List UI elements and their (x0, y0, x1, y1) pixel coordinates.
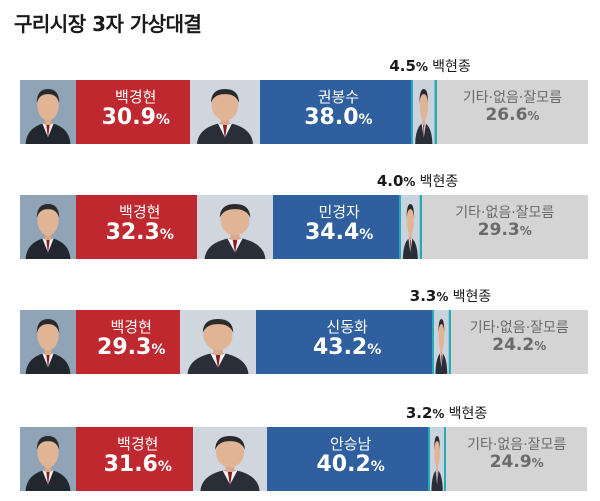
percent-sign: % (367, 341, 382, 358)
segment-label: 백경현 32.3% (76, 204, 203, 245)
segment-label: 백경현 31.6% (76, 436, 199, 477)
segment-annotation: 3.3% 백현종 (410, 286, 491, 306)
annotation-name: 백현종 (448, 406, 488, 422)
bar-row: 백경현 30.9% 권봉수 38.0% 기타·없음·잘모름 26.6% (20, 80, 588, 144)
category-name: 기타·없음·잘모름 (467, 437, 567, 453)
bar-row: 백경현 29.3% 신동화 43.2% 기타·없음·잘모름 24.2% (20, 310, 588, 374)
percent-sign: % (370, 458, 385, 475)
candidate-photo (20, 195, 76, 259)
candidate-photo (433, 310, 449, 374)
candidate-value: 38.0% (304, 104, 373, 130)
candidate-photo (189, 80, 260, 144)
percent-sign: % (403, 175, 420, 189)
percent-sign: % (534, 339, 547, 354)
annotation-name: 백현종 (419, 174, 459, 190)
category-name: 기타·없음·잘모름 (462, 90, 562, 106)
segment-annotation: 4.0% 백현종 (377, 171, 458, 191)
candidate-name: 안승남 (329, 435, 372, 453)
segment-label: 안승남 40.2% (273, 436, 427, 477)
bar-segment (436, 80, 588, 144)
percent-sign: % (159, 226, 174, 243)
percent-sign: % (415, 60, 433, 74)
segment-label: 기타·없음·잘모름 24.2% (451, 320, 588, 356)
segment-label: 백경현 30.9% (76, 89, 196, 130)
candidate-name: 민경자 (318, 203, 360, 221)
candidate-photo (20, 310, 76, 374)
segment-label: 신동화 43.2% (262, 319, 431, 360)
candidate-name: 신동화 (326, 318, 368, 336)
annotation-value: 3.2 (405, 404, 433, 422)
segment-label: 권봉수 38.0% (266, 89, 412, 130)
candidate-photo (20, 80, 76, 144)
candidate-value: 29.3% (97, 334, 166, 360)
bar-segment (446, 427, 588, 491)
percent-sign: % (519, 224, 532, 239)
segment-label: 기타·없음·잘모름 24.9% (446, 437, 587, 473)
segment-label: 기타·없음·잘모름 29.3% (422, 205, 588, 241)
candidate-name: 백경현 (119, 203, 161, 221)
segment-label: 기타·없음·잘모름 26.6% (437, 90, 588, 126)
percent-sign: % (157, 458, 172, 475)
segment-label: 백경현 29.3% (76, 319, 186, 360)
percent-sign: % (359, 226, 374, 243)
annotation-value: 4.0 (376, 172, 404, 190)
percent-sign: % (436, 290, 453, 304)
candidate-name: 백경현 (117, 435, 159, 453)
candidate-photo (20, 427, 76, 491)
percent-sign: % (531, 456, 544, 471)
percent-sign: % (151, 341, 166, 358)
annotation-name: 백현종 (452, 289, 492, 305)
segment-annotation: 3.2% 백현종 (406, 403, 487, 423)
candidate-name: 권봉수 (317, 88, 360, 106)
candidate-photo (429, 427, 444, 491)
percent-sign: % (527, 109, 540, 124)
candidate-name: 백경현 (115, 88, 157, 106)
percent-sign: % (155, 111, 170, 128)
candidate-value: 43.2% (312, 334, 382, 360)
percent-sign: % (432, 407, 449, 421)
candidate-value: 31.6% (103, 451, 172, 477)
category-name: 기타·없음·잘모름 (469, 320, 569, 336)
annotation-name: 백현종 (432, 59, 471, 75)
bar-segment (421, 195, 588, 259)
bar-segment (450, 310, 588, 374)
percent-sign: % (358, 111, 373, 128)
candidate-photo (413, 80, 435, 144)
annotation-value: 3.3 (409, 287, 437, 305)
category-value: 24.9% (489, 452, 544, 473)
candidate-value: 40.2% (316, 451, 385, 477)
candidate-name: 백경현 (110, 318, 152, 336)
bar-row: 백경현 31.6% 안승남 40.2% 기타·없음·잘모름 24.9% (20, 427, 588, 491)
candidate-value: 34.4% (304, 219, 374, 245)
candidate-photo (197, 195, 274, 259)
category-value: 29.3% (477, 220, 532, 241)
annotation-value: 4.5 (389, 57, 416, 75)
candidate-photo (180, 310, 257, 374)
chart-title: 구리시장 3자 가상대결 (14, 12, 202, 36)
candidate-value: 32.3% (105, 219, 174, 245)
candidate-value: 30.9% (101, 104, 170, 130)
category-value: 26.6% (485, 105, 540, 126)
candidate-photo (400, 195, 420, 259)
segment-annotation: 4.5% 백현종 (389, 56, 470, 76)
candidate-photo (193, 427, 268, 491)
category-name: 기타·없음·잘모름 (455, 205, 555, 221)
segment-label: 민경자 34.4% (279, 204, 398, 245)
bar-row: 백경현 32.3% 민경자 34.4% 기타·없음·잘모름 29.3% (20, 195, 588, 259)
category-value: 24.2% (492, 335, 547, 356)
